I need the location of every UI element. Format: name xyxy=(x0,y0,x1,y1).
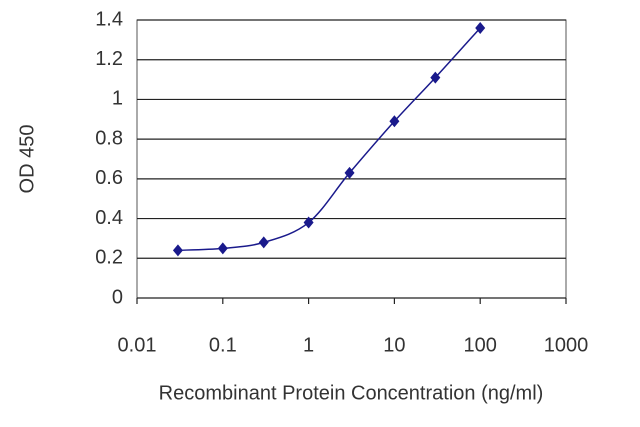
x-tick-label: 100 xyxy=(464,334,497,356)
data-point xyxy=(172,244,183,257)
y-tick-label: 0.4 xyxy=(95,207,123,229)
x-tick-label: 10 xyxy=(383,334,405,356)
data-point xyxy=(258,236,269,249)
y-tick-label: 1 xyxy=(112,88,123,110)
data-point xyxy=(344,166,355,179)
data-point xyxy=(389,115,400,128)
y-tick-label: 0 xyxy=(112,286,123,308)
y-tick-label: 0.8 xyxy=(95,127,123,149)
x-tick-label: 1 xyxy=(303,334,314,356)
y-axis-label: OD 450 xyxy=(16,125,38,194)
data-point xyxy=(217,242,228,255)
x-tick-label: 1000 xyxy=(544,334,589,356)
y-tick-label: 0.6 xyxy=(95,167,123,189)
y-tick-label: 0.2 xyxy=(95,247,123,269)
data-point xyxy=(475,21,486,34)
plot-frame xyxy=(136,19,567,299)
y-tick-label: 1.4 xyxy=(95,8,123,30)
data-point xyxy=(303,216,314,229)
x-tick-label: 0.01 xyxy=(118,334,157,356)
data-point xyxy=(430,71,441,84)
x-tick-label: 0.1 xyxy=(209,334,237,356)
x-axis-label: Recombinant Protein Concentration (ng/ml… xyxy=(159,382,544,404)
y-tick-label: 1.2 xyxy=(95,48,123,70)
